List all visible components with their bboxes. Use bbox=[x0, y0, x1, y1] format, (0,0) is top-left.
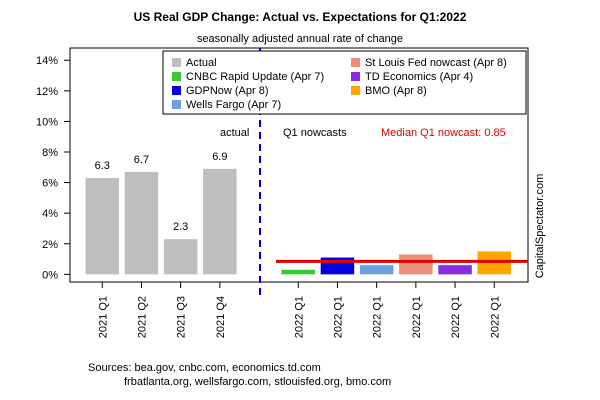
y-tick-label: 8% bbox=[42, 147, 58, 159]
x-tick-label: 2022 Q1 bbox=[372, 296, 384, 338]
legend-swatch bbox=[351, 86, 360, 95]
y-axis: 0% 2% 4% 6% 8% 10% 12% 14% bbox=[36, 55, 70, 281]
legend-swatch bbox=[172, 72, 181, 81]
legend-swatch bbox=[172, 86, 181, 95]
bar-value-label: 6.7 bbox=[134, 154, 149, 166]
annotation-nowcasts: Q1 nowcasts bbox=[283, 127, 347, 139]
y-tick-label: 4% bbox=[42, 208, 58, 220]
y-tick-label: 10% bbox=[36, 116, 58, 128]
bar bbox=[85, 178, 119, 275]
bar bbox=[399, 254, 433, 275]
legend-label: BMO (Apr 8) bbox=[365, 85, 427, 97]
bar-value-label: 6.3 bbox=[95, 160, 110, 172]
chart-title: US Real GDP Change: Actual vs. Expectati… bbox=[134, 10, 467, 24]
legend-label: TD Economics (Apr 4) bbox=[365, 71, 473, 83]
x-tick-label: 2022 Q1 bbox=[489, 296, 501, 338]
bar bbox=[163, 239, 198, 275]
bar-value-label: 6.9 bbox=[212, 151, 227, 163]
legend-label: Actual bbox=[186, 57, 217, 69]
x-axis: 2021 Q1 2021 Q2 2021 Q3 2021 Q4 2022 Q1 2022 … bbox=[97, 282, 501, 338]
x-tick-label: 2022 Q1 bbox=[332, 296, 344, 338]
bar bbox=[281, 269, 315, 275]
bar-value-label: 2.3 bbox=[173, 221, 188, 233]
bar bbox=[359, 265, 394, 275]
y-tick-label: 12% bbox=[36, 86, 58, 98]
annotation-median: Median Q1 nowcast: 0.85 bbox=[381, 127, 506, 139]
y-tick-label: 14% bbox=[36, 55, 58, 67]
chart-subtitle: seasonally adjusted annual rate of chang… bbox=[197, 33, 403, 45]
bar bbox=[438, 265, 472, 275]
bar bbox=[477, 251, 511, 275]
legend-swatch bbox=[351, 72, 360, 81]
bar bbox=[124, 171, 159, 275]
y-tick-label: 2% bbox=[42, 239, 58, 251]
y-tick-label: 0% bbox=[42, 269, 58, 281]
legend-swatch bbox=[351, 58, 360, 67]
x-tick-label: 2022 Q1 bbox=[293, 296, 305, 338]
legend-swatch bbox=[172, 58, 181, 67]
x-tick-label: 2022 Q1 bbox=[450, 296, 462, 338]
annotation-actual: actual bbox=[220, 127, 249, 139]
x-tick-label: 2021 Q2 bbox=[136, 296, 148, 338]
sources-line-2: frbatlanta.org, wellsfargo.com, stlouisf… bbox=[124, 376, 391, 388]
legend-label: GDPNow (Apr 8) bbox=[186, 85, 269, 97]
x-tick-label: 2021 Q1 bbox=[97, 296, 109, 338]
value-labels: 6.3 6.7 2.3 6.9 bbox=[95, 151, 228, 233]
side-label: CapitalSpectator.com bbox=[534, 174, 546, 279]
x-tick-label: 2022 Q1 bbox=[411, 296, 423, 338]
x-tick-label: 2021 Q3 bbox=[176, 296, 188, 338]
legend-label: Wells Fargo (Apr 7) bbox=[186, 99, 281, 111]
legend: Actual St Louis Fed nowcast (Apr 8) CNBC R… bbox=[162, 50, 527, 115]
legend-label: St Louis Fed nowcast (Apr 8) bbox=[365, 57, 507, 69]
sources-line-1: Sources: bea.gov, cnbc.com, economics.td… bbox=[88, 362, 321, 374]
x-tick-label: 2021 Q4 bbox=[215, 296, 227, 338]
legend-label: CNBC Rapid Update (Apr 7) bbox=[186, 71, 324, 83]
bar bbox=[203, 168, 237, 275]
y-tick-label: 6% bbox=[42, 178, 58, 190]
legend-swatch bbox=[172, 100, 181, 109]
legend-box bbox=[162, 50, 527, 115]
